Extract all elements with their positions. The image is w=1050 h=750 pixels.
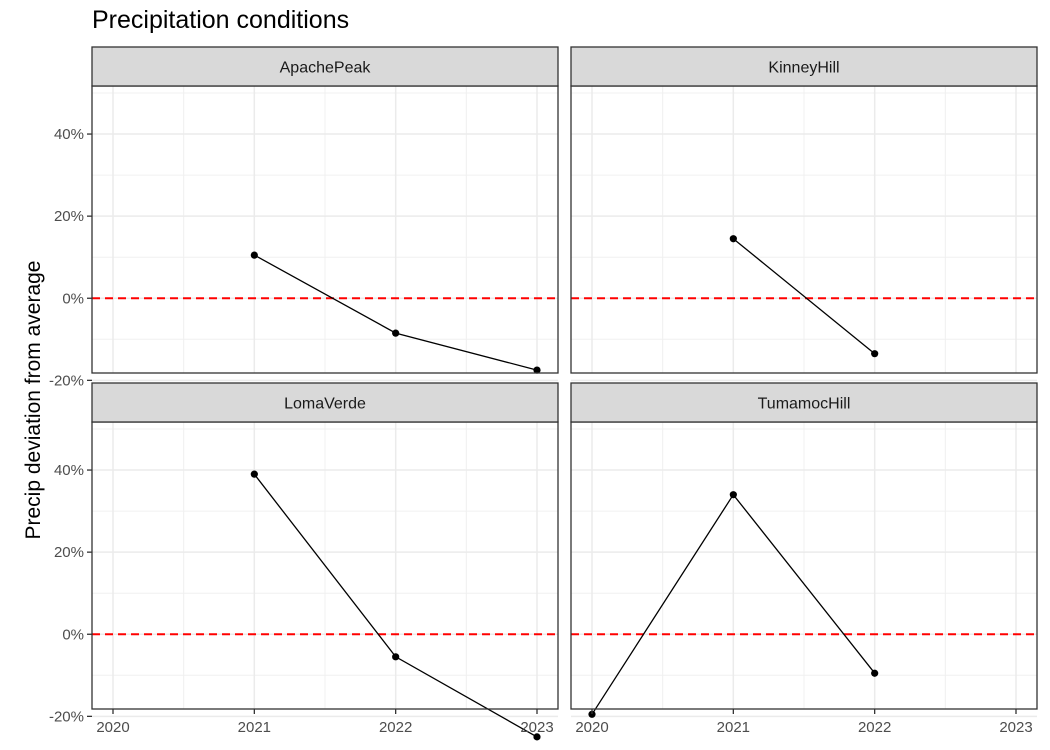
data-point-apachepeak xyxy=(250,251,258,259)
facet-strip-apachepeak xyxy=(91,46,559,87)
x-tick-label: 2023 xyxy=(999,719,1032,736)
y-tick-label: 0% xyxy=(62,290,84,307)
y-tick-label: 40% xyxy=(54,126,84,143)
y-tick-label: -20% xyxy=(49,372,84,389)
data-point-lomaverde xyxy=(250,470,258,478)
x-tick-label: 2023 xyxy=(520,719,553,736)
y-tick-label: 20% xyxy=(54,208,84,225)
data-point-tumamochill xyxy=(729,491,737,499)
facet-label-lomaverde: LomaVerde xyxy=(284,396,366,413)
facet-strip-tumamochill xyxy=(570,382,1038,423)
data-point-lomaverde xyxy=(392,653,400,661)
y-tick-label: 0% xyxy=(62,626,84,643)
facet-label-apachepeak: ApachePeak xyxy=(280,60,372,77)
y-tick-label: 20% xyxy=(54,544,84,561)
y-tick-label: -20% xyxy=(49,708,84,725)
data-point-kinneyhill xyxy=(729,235,737,243)
data-point-lomaverde xyxy=(533,733,541,741)
facet-label-tumamochill: TumamocHill xyxy=(758,396,851,413)
data-point-tumamochill xyxy=(588,710,596,718)
x-tick-label: 2021 xyxy=(717,719,750,736)
facet-strip-kinneyhill xyxy=(570,46,1038,87)
y-tick-label: 40% xyxy=(54,462,84,479)
x-tick-label: 2022 xyxy=(379,719,412,736)
x-tick-label: 2022 xyxy=(858,719,891,736)
data-point-tumamochill xyxy=(871,669,879,677)
chart-title: Precipitation conditions xyxy=(92,6,350,34)
data-point-apachepeak xyxy=(533,366,541,374)
facet-strip-lomaverde xyxy=(91,382,559,423)
facet-label-kinneyhill: KinneyHill xyxy=(768,60,839,77)
x-tick-label: 2020 xyxy=(96,719,129,736)
x-tick-label: 2021 xyxy=(238,719,271,736)
series-line-kinneyhill xyxy=(732,238,876,355)
data-point-kinneyhill xyxy=(871,350,879,358)
data-point-apachepeak xyxy=(392,329,400,337)
x-tick-label: 2020 xyxy=(575,719,608,736)
